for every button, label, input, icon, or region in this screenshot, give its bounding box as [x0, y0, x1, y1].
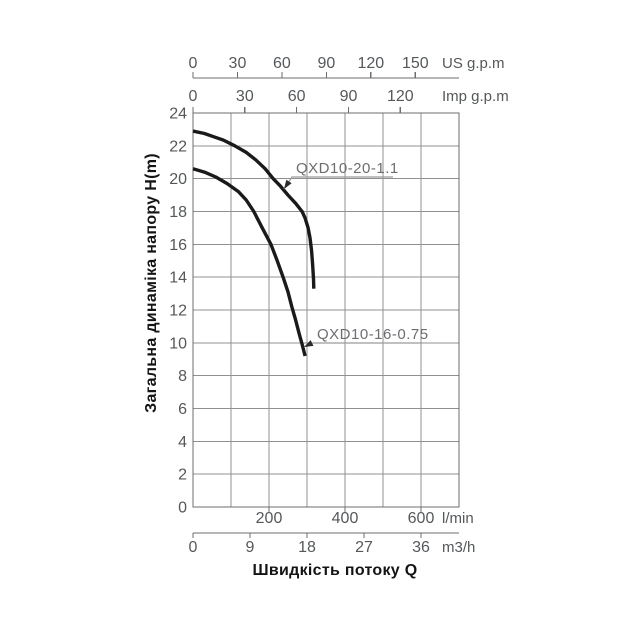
svg-text:24: 24 — [169, 106, 187, 123]
svg-text:4: 4 — [178, 434, 187, 451]
series-label-qxd10-20-1.1: QXD10-20-1.1 — [283, 160, 399, 190]
svg-text:14: 14 — [169, 270, 187, 287]
curve-qxd10-20-1.1 — [192, 129, 316, 289]
series-label-qxd10-16-0.75: QXD10-16-0.75 — [303, 326, 429, 348]
svg-text:QXD10-16-0.75: QXD10-16-0.75 — [317, 326, 429, 343]
svg-text:18: 18 — [169, 204, 187, 221]
svg-text:400: 400 — [332, 510, 359, 527]
svg-text:200: 200 — [256, 510, 283, 527]
svg-text:30: 30 — [229, 55, 247, 72]
m3-h-axis: 0 9 18 27 36 m3/h — [189, 532, 475, 556]
plot-border — [192, 112, 460, 508]
svg-text:2: 2 — [178, 467, 187, 484]
svg-text:l/min: l/min — [442, 510, 474, 527]
svg-text:12: 12 — [169, 303, 187, 320]
svg-text:30: 30 — [236, 88, 254, 105]
svg-text:20: 20 — [169, 171, 187, 188]
l-min-axis: 200 400 600 l/min — [256, 507, 474, 527]
svg-text:8: 8 — [178, 368, 187, 385]
svg-text:16: 16 — [169, 237, 187, 254]
svg-text:150: 150 — [402, 55, 429, 72]
svg-text:m3/h: m3/h — [442, 539, 475, 556]
svg-text:36: 36 — [412, 539, 430, 556]
svg-text:90: 90 — [317, 55, 335, 72]
svg-text:US g.p.m: US g.p.m — [442, 55, 505, 72]
svg-text:600: 600 — [408, 510, 435, 527]
x-axis-title: Швидкість потоку Q — [252, 562, 418, 579]
svg-text:10: 10 — [169, 335, 187, 352]
svg-text:QXD10-20-1.1: QXD10-20-1.1 — [296, 160, 399, 177]
svg-text:27: 27 — [355, 539, 373, 556]
svg-text:120: 120 — [357, 55, 384, 72]
svg-text:0: 0 — [189, 539, 198, 556]
svg-text:60: 60 — [273, 55, 291, 72]
svg-text:Imp g.p.m: Imp g.p.m — [442, 88, 509, 105]
svg-text:9: 9 — [246, 539, 255, 556]
svg-text:0: 0 — [189, 55, 198, 72]
svg-text:60: 60 — [288, 88, 306, 105]
us-g-p-m-axis: 0 30 60 90 120 150 US g.p.m — [189, 55, 505, 79]
svg-text:120: 120 — [387, 88, 414, 105]
svg-text:22: 22 — [169, 138, 187, 155]
svg-text:90: 90 — [340, 88, 358, 105]
curve-qxd10-16-0.75 — [192, 167, 307, 357]
y-axis-title: Загальна динаміка напору H(m) — [143, 153, 160, 413]
svg-text:6: 6 — [178, 401, 187, 418]
svg-text:0: 0 — [178, 500, 187, 517]
svg-text:18: 18 — [298, 539, 316, 556]
svg-text:0: 0 — [189, 88, 198, 105]
imp-g-p-m-axis: 0 30 60 90 120 Imp g.p.m — [189, 88, 509, 113]
